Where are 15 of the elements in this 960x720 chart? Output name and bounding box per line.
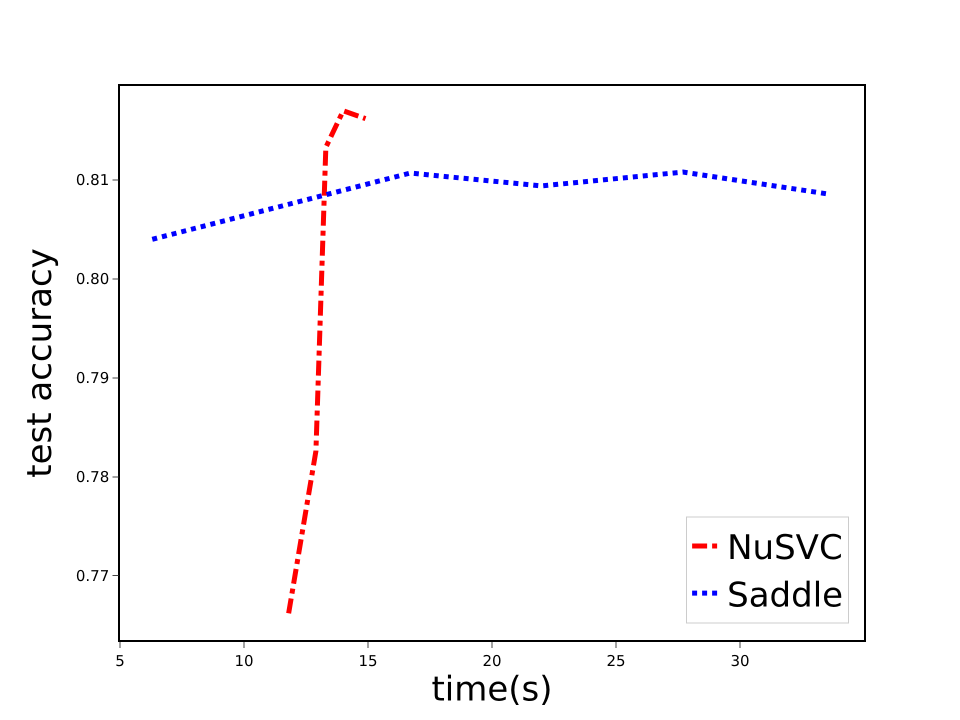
x-tick-label: 5 bbox=[115, 652, 125, 670]
y-axis-title: test accuracy bbox=[20, 248, 60, 478]
x-axis-title: time(s) bbox=[431, 670, 553, 710]
x-tick-label: 20 bbox=[482, 652, 502, 670]
y-tick-label: 0.80 bbox=[76, 270, 110, 288]
legend-label: Saddle bbox=[727, 575, 844, 616]
x-tick-label: 10 bbox=[234, 652, 254, 670]
legend-label: NuSVC bbox=[727, 528, 843, 568]
y-tick-label: 0.78 bbox=[76, 468, 110, 486]
x-tick-label: 15 bbox=[358, 652, 378, 670]
y-tick-label: 0.81 bbox=[76, 171, 110, 190]
y-tick-label: 0.79 bbox=[76, 369, 110, 388]
x-tick-label: 25 bbox=[606, 652, 626, 670]
x-tick-label: 30 bbox=[730, 652, 750, 670]
y-tick-label: 0.77 bbox=[76, 566, 110, 585]
